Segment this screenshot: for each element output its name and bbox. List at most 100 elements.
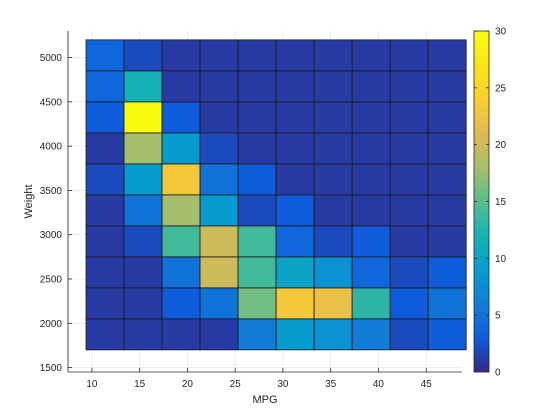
- heatmap-cell: [237, 287, 277, 320]
- y-tick-label: 5000: [40, 53, 63, 64]
- heatmap-cell: [161, 132, 201, 165]
- heatmap-cell: [123, 318, 163, 351]
- heatmap-cell: [161, 70, 201, 103]
- x-tick-label: 45: [421, 379, 433, 390]
- y-axis-title: Weight: [23, 184, 35, 218]
- heatmap-cell: [313, 132, 353, 165]
- heatmap-cell: [123, 70, 163, 103]
- x-axis-title: MPG: [252, 394, 277, 406]
- heatmap-cell: [123, 287, 163, 320]
- heatmap-cell: [275, 70, 315, 103]
- heatmap-cell: [85, 163, 125, 196]
- x-tick-label: 15: [134, 379, 146, 390]
- heatmap-cell: [237, 256, 277, 289]
- heatmap-cell: [123, 39, 163, 72]
- heatmap-cell: [199, 256, 239, 289]
- heatmap-cell: [237, 70, 277, 103]
- heatmap-cell: [275, 287, 315, 320]
- heatmap-cell: [275, 225, 315, 258]
- heatmap-cell: [389, 287, 429, 320]
- colorbar-tick-label: 5: [495, 311, 501, 322]
- heatmap-cell: [351, 287, 391, 320]
- heatmap-cell: [389, 39, 429, 72]
- heatmap-cell: [275, 256, 315, 289]
- heatmap-cell: [161, 101, 201, 134]
- heatmap-cell: [275, 194, 315, 227]
- x-tick-label: 25: [230, 379, 242, 390]
- x-axis-ticks: 10 15 20 25 30 35 40 45: [86, 368, 432, 390]
- y-tick-label: 3500: [40, 186, 63, 197]
- colorbar-tick-label: 20: [495, 140, 507, 151]
- heatmap-cell: [123, 101, 163, 134]
- heatmap-cell: [351, 132, 391, 165]
- heatmap-cell: [389, 70, 429, 103]
- heatmap-cell: [389, 163, 429, 196]
- heatmap-cell: [237, 225, 277, 258]
- heatmap-cells: [85, 39, 467, 351]
- heatmap-cell: [199, 39, 239, 72]
- heatmap-cell: [161, 194, 201, 227]
- heatmap-cell: [199, 132, 239, 165]
- heatmap-cell: [351, 163, 391, 196]
- x-tick-label: 40: [373, 379, 385, 390]
- y-tick-label: 3000: [40, 230, 63, 241]
- heatmap-cell: [161, 318, 201, 351]
- heatmap-cell: [123, 256, 163, 289]
- heatmap-cell: [85, 194, 125, 227]
- heatmap-cell: [237, 163, 277, 196]
- heatmap-cell: [85, 256, 125, 289]
- heatmap-cell: [427, 194, 467, 227]
- heatmap-cell: [123, 163, 163, 196]
- heatmap-cell: [161, 225, 201, 258]
- x-tick-label: 20: [182, 379, 194, 390]
- heatmap-cell: [313, 39, 353, 72]
- heatmap-cell: [237, 132, 277, 165]
- x-tick-label: 35: [325, 379, 337, 390]
- heatmap-cell: [351, 39, 391, 72]
- heatmap-cell: [389, 256, 429, 289]
- heatmap-cell: [351, 256, 391, 289]
- x-tick-label: 10: [86, 379, 98, 390]
- heatmap-cell: [313, 287, 353, 320]
- heatmap-cell: [427, 132, 467, 165]
- heatmap-cell: [351, 318, 391, 351]
- heatmap-cell: [199, 70, 239, 103]
- colorbar-tick-label: 10: [495, 254, 507, 265]
- heatmap-cell: [313, 163, 353, 196]
- heatmap-cell: [199, 287, 239, 320]
- heatmap-cell: [275, 132, 315, 165]
- heatmap-cell: [85, 101, 125, 134]
- heatmap-cell: [161, 163, 201, 196]
- heatmap-cell: [351, 70, 391, 103]
- heatmap-cell: [237, 101, 277, 134]
- y-axis-ticks: 1500 2000 2500 3000 3500 4000 4500 5000: [40, 53, 72, 374]
- heatmap-cell: [237, 39, 277, 72]
- y-tick-label: 2500: [40, 275, 63, 286]
- colorbar: 0 5 10 15 20 25 30: [473, 27, 507, 379]
- heatmap-cell: [237, 194, 277, 227]
- heatmap-cell: [313, 318, 353, 351]
- heatmap-cell: [161, 287, 201, 320]
- heatmap-cell: [199, 318, 239, 351]
- x-tick-label: 30: [277, 379, 289, 390]
- heatmap-cell: [313, 225, 353, 258]
- heatmap-cell: [275, 318, 315, 351]
- heatmap-cell: [389, 101, 429, 134]
- heatmap-cell: [85, 132, 125, 165]
- heatmap-cell: [85, 39, 125, 72]
- heatmap-cell: [313, 256, 353, 289]
- heatmap-cell: [427, 256, 467, 289]
- heatmap-cell: [199, 101, 239, 134]
- heatmap-cell: [199, 225, 239, 258]
- heatmap-cell: [427, 318, 467, 351]
- heatmap-cell: [427, 287, 467, 320]
- heatmap-cell: [237, 318, 277, 351]
- heatmap-cell: [123, 132, 163, 165]
- heatmap-cell: [199, 194, 239, 227]
- colorbar-tick-label: 0: [495, 368, 501, 379]
- heatmap-cell: [389, 225, 429, 258]
- heatmap-cell: [427, 163, 467, 196]
- heatmap-cell: [85, 70, 125, 103]
- heatmap-cell: [161, 256, 201, 289]
